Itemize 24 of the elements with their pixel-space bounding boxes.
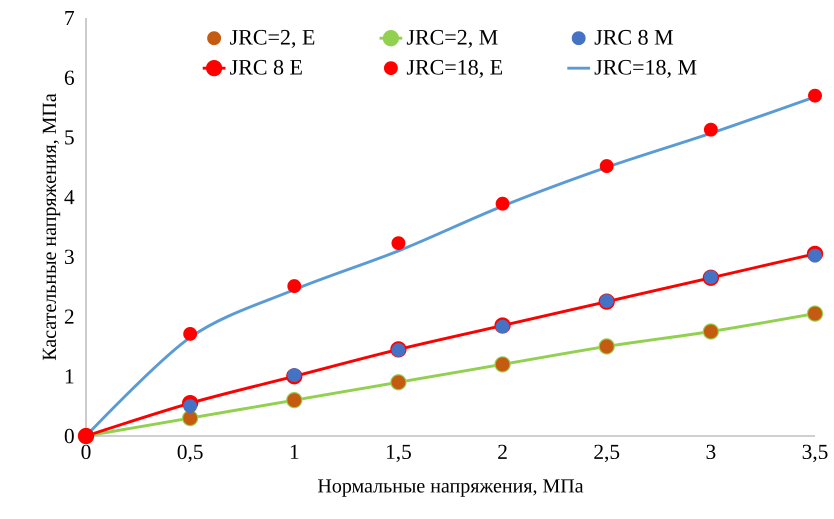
legend-label: JRC=2, M xyxy=(406,30,498,48)
x-tick-label: 3,5 xyxy=(802,444,828,462)
y-tick-label: 1 xyxy=(66,369,74,384)
x-tick-label: 2,5 xyxy=(594,444,620,462)
y-tick-label: 7 xyxy=(65,11,74,25)
y-tick-label: 0 xyxy=(64,428,74,444)
legend-label: JRC 8 M xyxy=(594,30,674,45)
x-tick-label: 1 xyxy=(290,444,298,459)
legend-label: JRC 8 E xyxy=(230,60,302,75)
y-tick-label: 6 xyxy=(64,70,74,85)
y-tick-label: 5 xyxy=(65,130,74,145)
legend-label: JRC=18, M xyxy=(594,60,696,78)
y-axis-title: Касательные напряжения, МПа xyxy=(42,94,60,360)
legend-label: JRC=2, E xyxy=(230,30,314,48)
x-tick-label: 2 xyxy=(498,444,507,459)
y-tick-label: 2 xyxy=(64,310,74,324)
x-tick-label: 3 xyxy=(706,444,716,460)
y-tick-label: 4 xyxy=(64,190,74,204)
x-tick-label: 0 xyxy=(81,444,91,460)
x-tick-label: 1,5 xyxy=(386,444,411,462)
x-tick-label: 0,5 xyxy=(178,444,203,462)
x-axis-title: Нормальные напряжения, МПа xyxy=(318,479,584,497)
y-tick-label: 3 xyxy=(64,250,74,264)
legend-label: JRC=18, E xyxy=(406,60,502,78)
